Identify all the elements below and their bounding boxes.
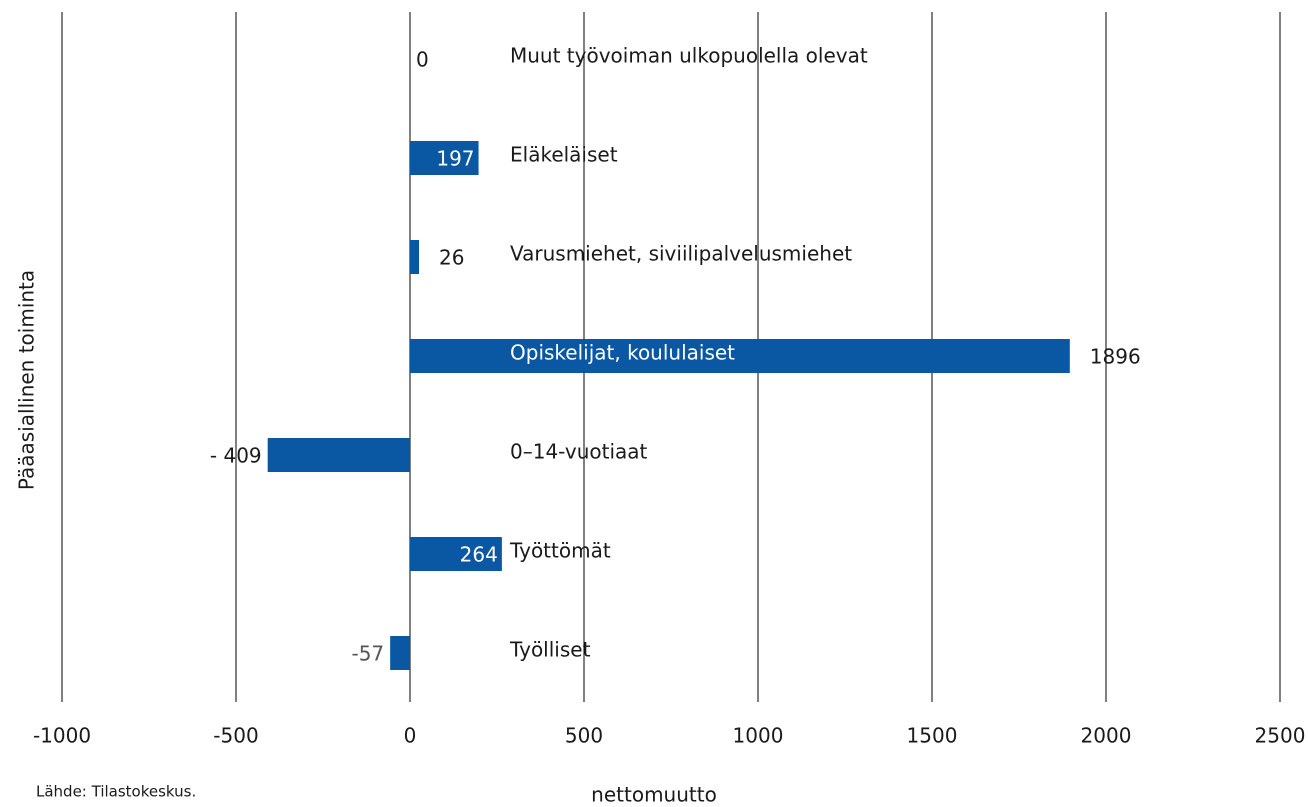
bar [410, 339, 1070, 373]
value-label: 264 [460, 543, 498, 567]
x-tick-label: -1000 [33, 724, 91, 748]
x-axis-title: nettomuutto [591, 783, 717, 807]
category-label: Muut työvoiman ulkopuolella olevat [510, 44, 868, 68]
x-tick-label: 0 [404, 724, 417, 748]
bar [267, 438, 410, 472]
value-label: 1896 [1090, 345, 1141, 369]
x-tick-label: 1000 [733, 724, 784, 748]
category-label: Opiskelijat, koululaiset [510, 341, 735, 365]
category-label: Työlliset [509, 638, 591, 662]
category-label: Eläkeläiset [510, 143, 618, 167]
value-label: 197 [436, 147, 474, 171]
value-label: 0 [416, 48, 429, 72]
x-tick-label: 500 [565, 724, 603, 748]
bar [410, 537, 502, 571]
x-tick-label: 2500 [1255, 724, 1306, 748]
category-label: Varusmiehet, siviilipalvelusmiehet [510, 242, 852, 266]
x-tick-label: 2000 [1081, 724, 1132, 748]
bar [390, 636, 410, 670]
y-axis-title: Pääasiallinen toiminta [15, 270, 39, 490]
x-tick-label: 1500 [907, 724, 958, 748]
bar [410, 240, 420, 274]
source: Lähde: Tilastokeskus. [36, 783, 196, 801]
bar [410, 141, 479, 175]
category-label: 0–14-vuotiaat [510, 440, 648, 464]
value-label: 26 [439, 246, 464, 270]
category-label: Työttömät [509, 539, 611, 563]
value-label: - 409 [210, 444, 262, 468]
value-label: -57 [351, 642, 384, 666]
x-tick-label: -500 [213, 724, 258, 748]
